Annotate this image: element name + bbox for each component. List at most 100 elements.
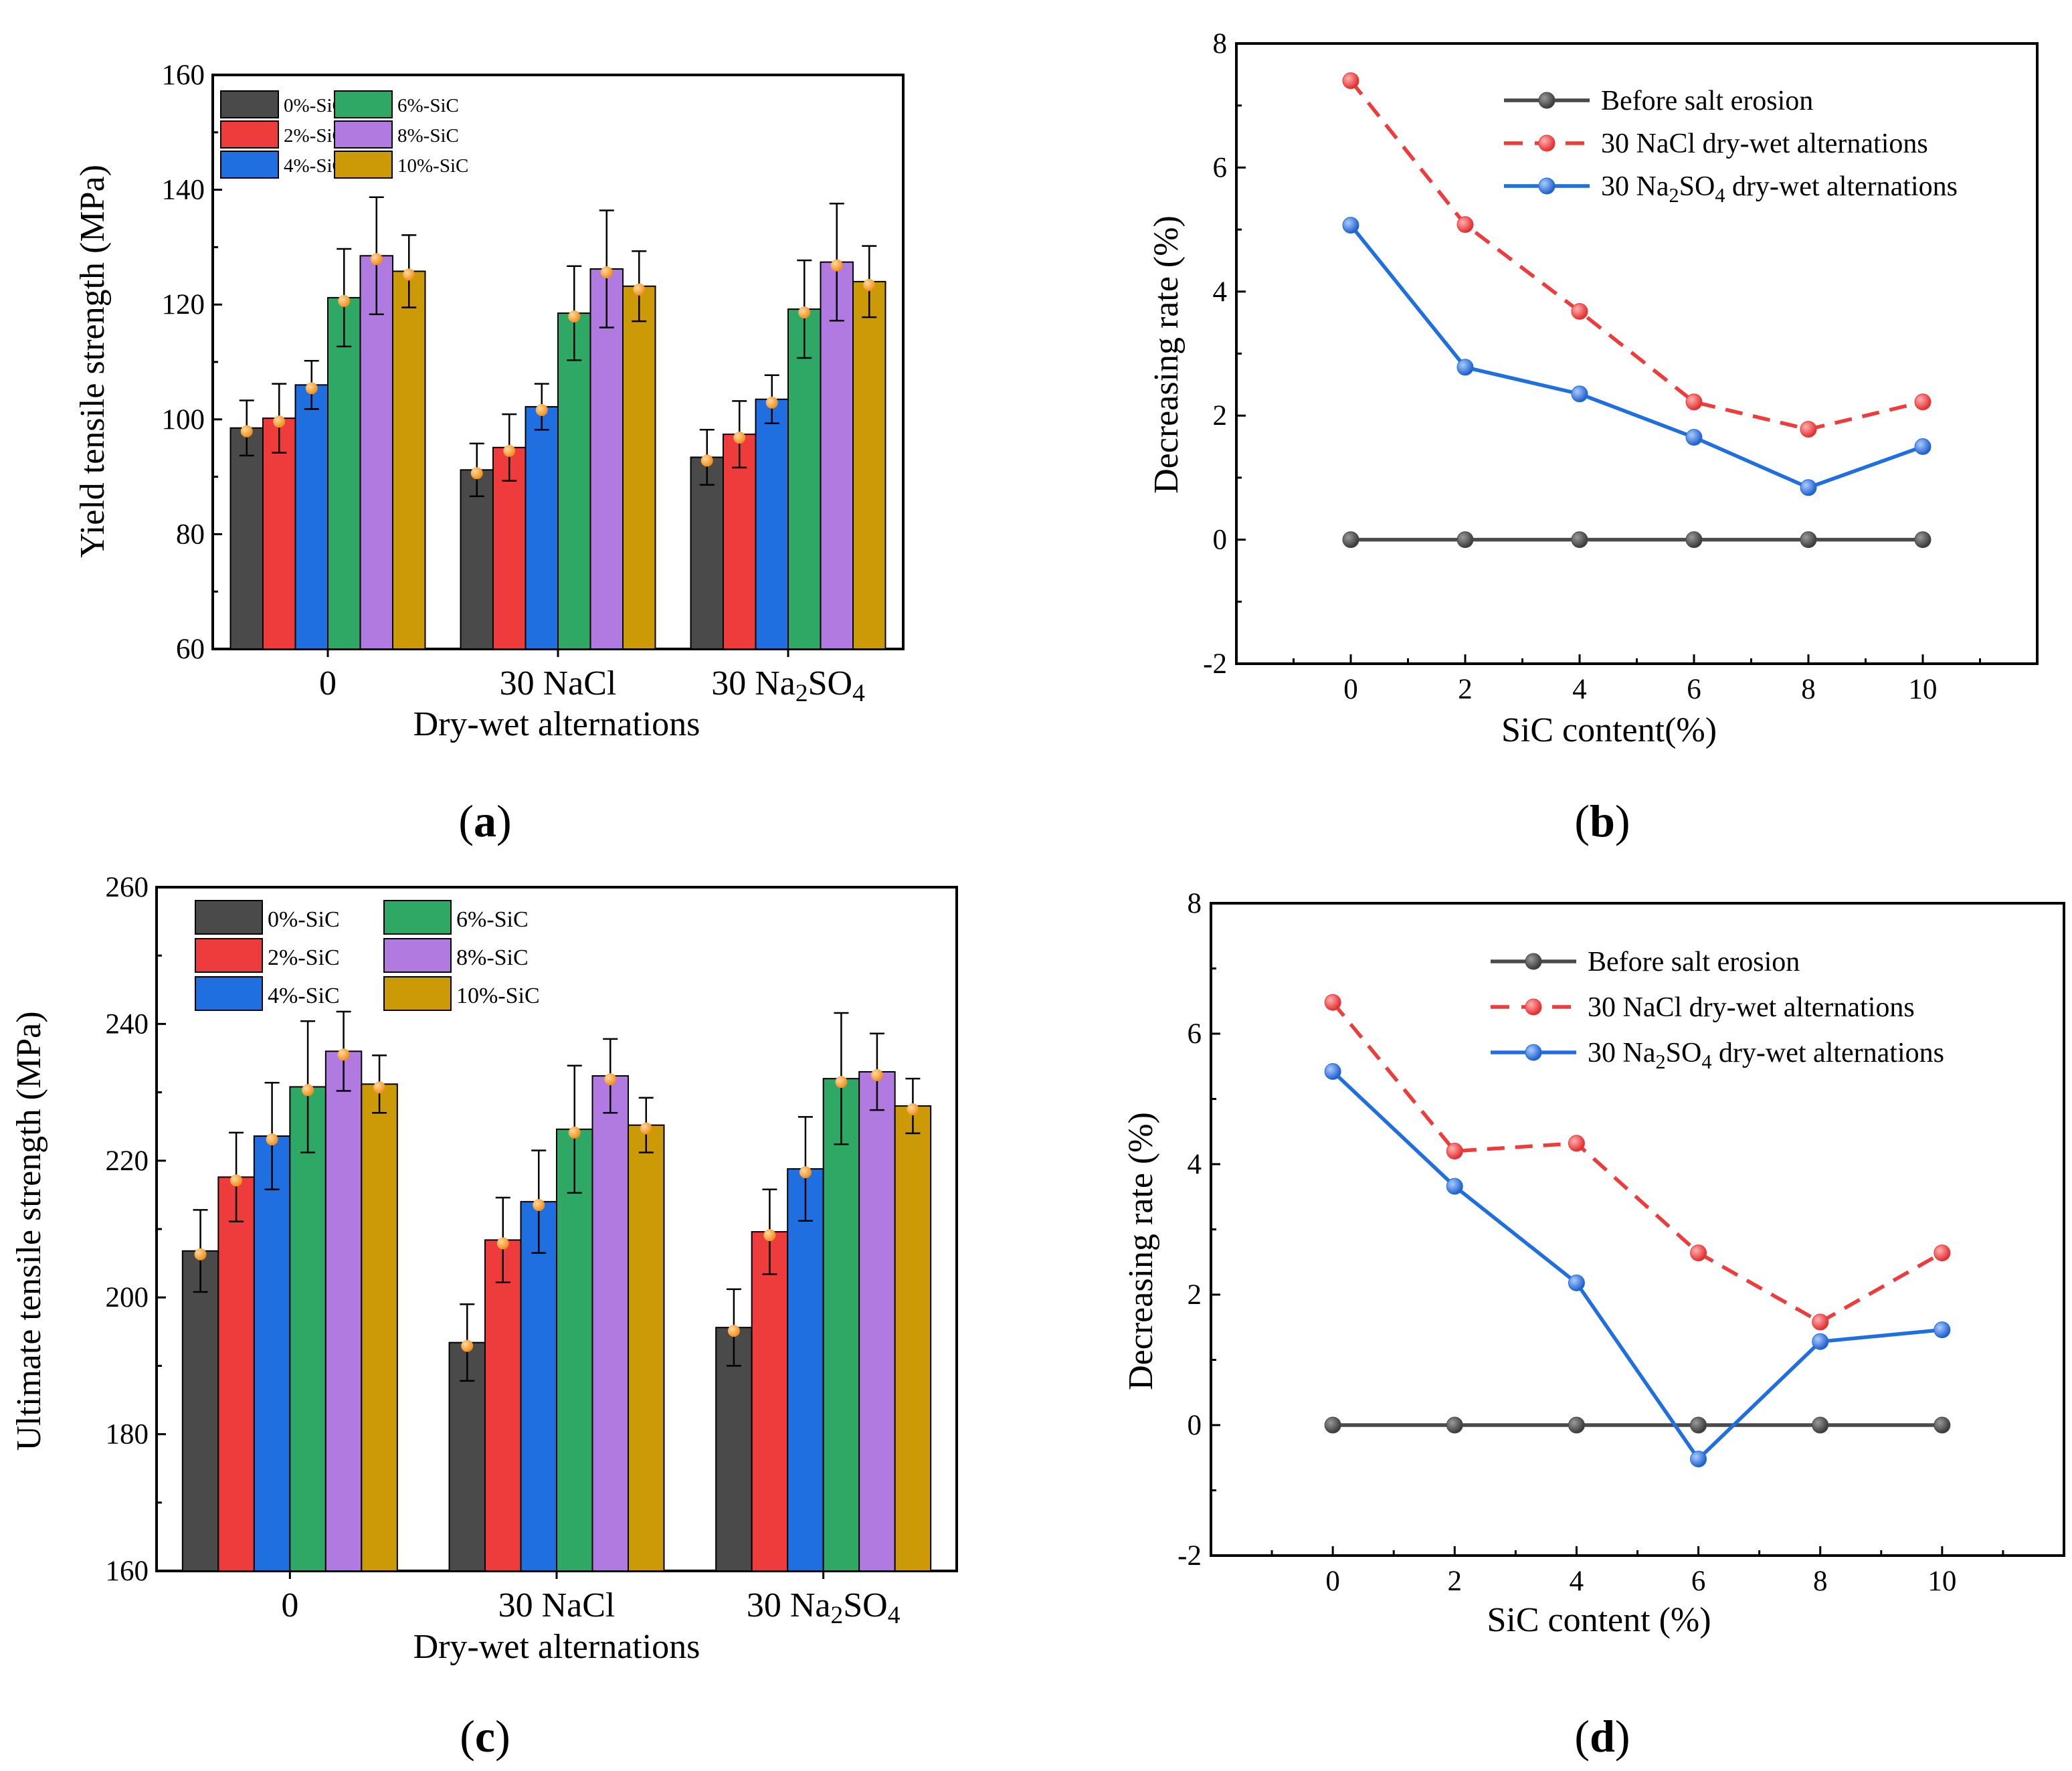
chart-d-x-tick-label: 10 (1927, 1566, 1956, 1597)
chart-c-mean-marker (835, 1076, 848, 1089)
chart-b-data-point (1914, 531, 1932, 549)
chart-c-x-tick-label: 0 (281, 1586, 298, 1624)
chart-c-legend: 0%-SiC 2%-SiC 4%-SiC 6%-SiC 8%-SiC 10%-SiC (195, 900, 540, 1011)
chart-c-bar (894, 1105, 932, 1572)
chart-b-data-point (1342, 531, 1359, 549)
chart-c-y-axis-title: Ultimate tensile strength (MPa) (10, 1011, 48, 1451)
chart-c-y-tick-label: 260 (106, 872, 149, 903)
chart-b-series-line (1349, 223, 1923, 490)
chart-a-mean-marker (470, 467, 483, 480)
chart-d-legend-label: 30 NaCl dry-wet alternations (1588, 992, 1915, 1023)
chart-a-legend-label: 6%-SiC (397, 95, 459, 116)
chart-b-x-tick-label: 8 (1801, 674, 1816, 705)
chart-b-legend: Before salt erosion 30 NaCl dry-wet alter… (1504, 86, 1958, 207)
chart-b-data-point (1342, 72, 1359, 90)
chart-a-y-tick-label: 120 (162, 289, 205, 320)
chart-b-data-point (1571, 531, 1588, 549)
chart-d-data-point (1690, 1451, 1707, 1468)
chart-d-y-tick-label: 8 (1188, 888, 1202, 919)
chart-d-series-line (1331, 1070, 1943, 1461)
panel-a-label: (a) (458, 796, 511, 846)
chart-b-data-point (1342, 217, 1359, 234)
chart-c-x-tick-label: 30 NaCl (498, 1586, 616, 1624)
chart-c-legend-swatch (383, 976, 452, 1011)
chart-a-bar (852, 280, 886, 650)
chart-b-y-tick-label: 8 (1213, 28, 1228, 60)
chart-a-mean-marker (370, 253, 383, 266)
chart-c-bar (556, 1128, 593, 1572)
chart-a-bar (787, 308, 822, 650)
chart-c-legend-swatch (195, 976, 263, 1011)
panel-d-label: (d) (1574, 1711, 1630, 1762)
chart-b-y-tick-label: 6 (1213, 152, 1228, 183)
chart-c-mean-marker (496, 1237, 509, 1250)
chart-d-legend-marker (1525, 1044, 1542, 1061)
chart-b-x-tick-label: 0 (1343, 674, 1358, 705)
chart-b-x-tick-label: 10 (1909, 674, 1938, 705)
chart-c-mean-marker (533, 1199, 545, 1212)
panel-c-label: (c) (460, 1711, 510, 1762)
chart-d-data-point (1324, 1416, 1341, 1434)
chart-a-legend-swatch (334, 90, 393, 118)
chart-d-legend: Before salt erosion 30 NaCl dry-wet alter… (1491, 947, 1944, 1073)
chart-a-bar (622, 285, 656, 650)
chart-a-y-tick-label: 60 (176, 634, 205, 665)
chart-c-legend-label: 6%-SiC (456, 907, 529, 932)
chart-d-x-tick-label: 2 (1448, 1566, 1463, 1597)
chart-a-mean-marker (798, 306, 811, 319)
chart-c-bar (181, 1250, 219, 1572)
chart-b-data-point (1800, 421, 1817, 438)
chart-b-data-point (1571, 302, 1588, 320)
chart-b-series-line (1349, 79, 1923, 432)
chart-d-legend-label: 30 Na2SO4 dry-wet alternations (1588, 1038, 1944, 1073)
chart-b-data-point (1914, 393, 1932, 411)
chart-c-y-tick-label: 240 (106, 1008, 149, 1040)
chart-c-mean-marker (194, 1248, 207, 1261)
chart-b-data-point (1800, 479, 1817, 496)
chart-c-ultimate-strength: 160 180 200 220 240 260 0 30 NaCl 30 Na2SO4 0%-Si… (10, 872, 958, 1762)
chart-b-legend-label: Before salt erosion (1601, 86, 1813, 116)
chart-b-data-point (1685, 429, 1703, 446)
chart-a-mean-marker (503, 444, 516, 457)
chart-a-mean-marker (600, 266, 613, 279)
chart-a-mean-marker (273, 415, 286, 428)
chart-c-bar (822, 1078, 860, 1572)
chart-c-x-tick-label: 30 Na2SO4 (747, 1586, 901, 1629)
chart-b-data-point (1914, 438, 1932, 456)
chart-a-y-tick-label: 100 (162, 404, 205, 436)
chart-b-data-point (1571, 385, 1588, 403)
chart-d-legend-label: Before salt erosion (1588, 947, 1800, 977)
chart-c-bar (715, 1327, 753, 1572)
chart-c-bar (289, 1086, 326, 1572)
chart-d-legend-marker (1525, 953, 1542, 970)
chart-d-y-tick-label: 6 (1188, 1018, 1202, 1050)
chart-c-mean-marker (763, 1229, 776, 1242)
chart-d-data-point (1812, 1313, 1829, 1331)
chart-b-x-tick-label: 2 (1458, 674, 1473, 705)
chart-c-mean-marker (461, 1339, 474, 1352)
chart-a-legend-swatch (220, 120, 279, 149)
chart-d-x-tick-label: 8 (1813, 1566, 1828, 1597)
chart-a-mean-marker (830, 259, 843, 272)
chart-a-x-axis-title: Dry-wet alternations (413, 705, 700, 743)
chart-a-bar (294, 384, 328, 650)
chart-c-legend-label: 4%-SiC (268, 984, 340, 1008)
chart-c-mean-marker (302, 1084, 314, 1097)
chart-b-legend-marker (1538, 92, 1556, 109)
chart-a-legend-label: 8%-SiC (397, 125, 459, 147)
chart-c-y-tick-label: 180 (106, 1419, 149, 1451)
chart-a-bar (690, 456, 724, 650)
chart-a-bar (755, 398, 789, 650)
chart-a-bar (262, 417, 296, 650)
chart-b-y-tick-label: -2 (1203, 648, 1227, 680)
chart-d-x-tick-label: 6 (1691, 1566, 1706, 1597)
chart-c-legend-label: 10%-SiC (456, 984, 540, 1008)
chart-a-mean-marker (403, 268, 415, 281)
chart-c-bar (361, 1083, 398, 1572)
chart-a-bar (392, 270, 426, 650)
chart-a-x-tick-label: 30 Na2SO4 (711, 664, 865, 707)
chart-c-mean-marker (373, 1081, 386, 1094)
chart-b-x-tick-label: 6 (1687, 674, 1701, 705)
chart-d-data-point (1568, 1135, 1585, 1152)
